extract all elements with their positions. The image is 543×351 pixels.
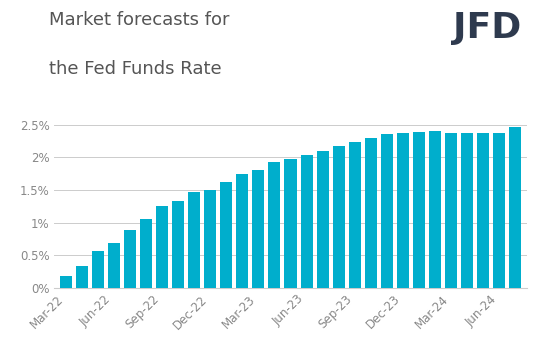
Bar xyxy=(381,134,393,288)
Bar xyxy=(509,127,521,288)
Text: JFD: JFD xyxy=(453,11,521,45)
Text: Market forecasts for: Market forecasts for xyxy=(49,11,229,28)
Bar xyxy=(397,133,409,288)
Bar xyxy=(60,276,72,288)
Bar xyxy=(461,133,473,288)
Bar xyxy=(317,151,329,288)
Bar xyxy=(204,190,216,288)
Bar xyxy=(156,206,168,288)
Bar xyxy=(268,162,281,288)
Bar xyxy=(413,132,425,288)
Bar xyxy=(349,142,361,288)
Bar xyxy=(92,251,104,288)
Bar xyxy=(494,133,506,288)
Text: the Fed Funds Rate: the Fed Funds Rate xyxy=(49,60,222,78)
Bar xyxy=(108,243,120,288)
Bar xyxy=(252,171,264,288)
Bar xyxy=(188,192,200,288)
Bar xyxy=(333,146,345,288)
Bar xyxy=(300,155,313,288)
Bar xyxy=(140,219,152,288)
Bar xyxy=(285,159,296,288)
Bar xyxy=(365,138,377,288)
Bar xyxy=(477,133,489,288)
Bar xyxy=(172,201,184,288)
Bar xyxy=(445,133,457,288)
Bar xyxy=(124,230,136,288)
Bar xyxy=(220,181,232,288)
Bar xyxy=(429,131,441,288)
Bar xyxy=(75,266,87,288)
Bar xyxy=(236,174,248,288)
